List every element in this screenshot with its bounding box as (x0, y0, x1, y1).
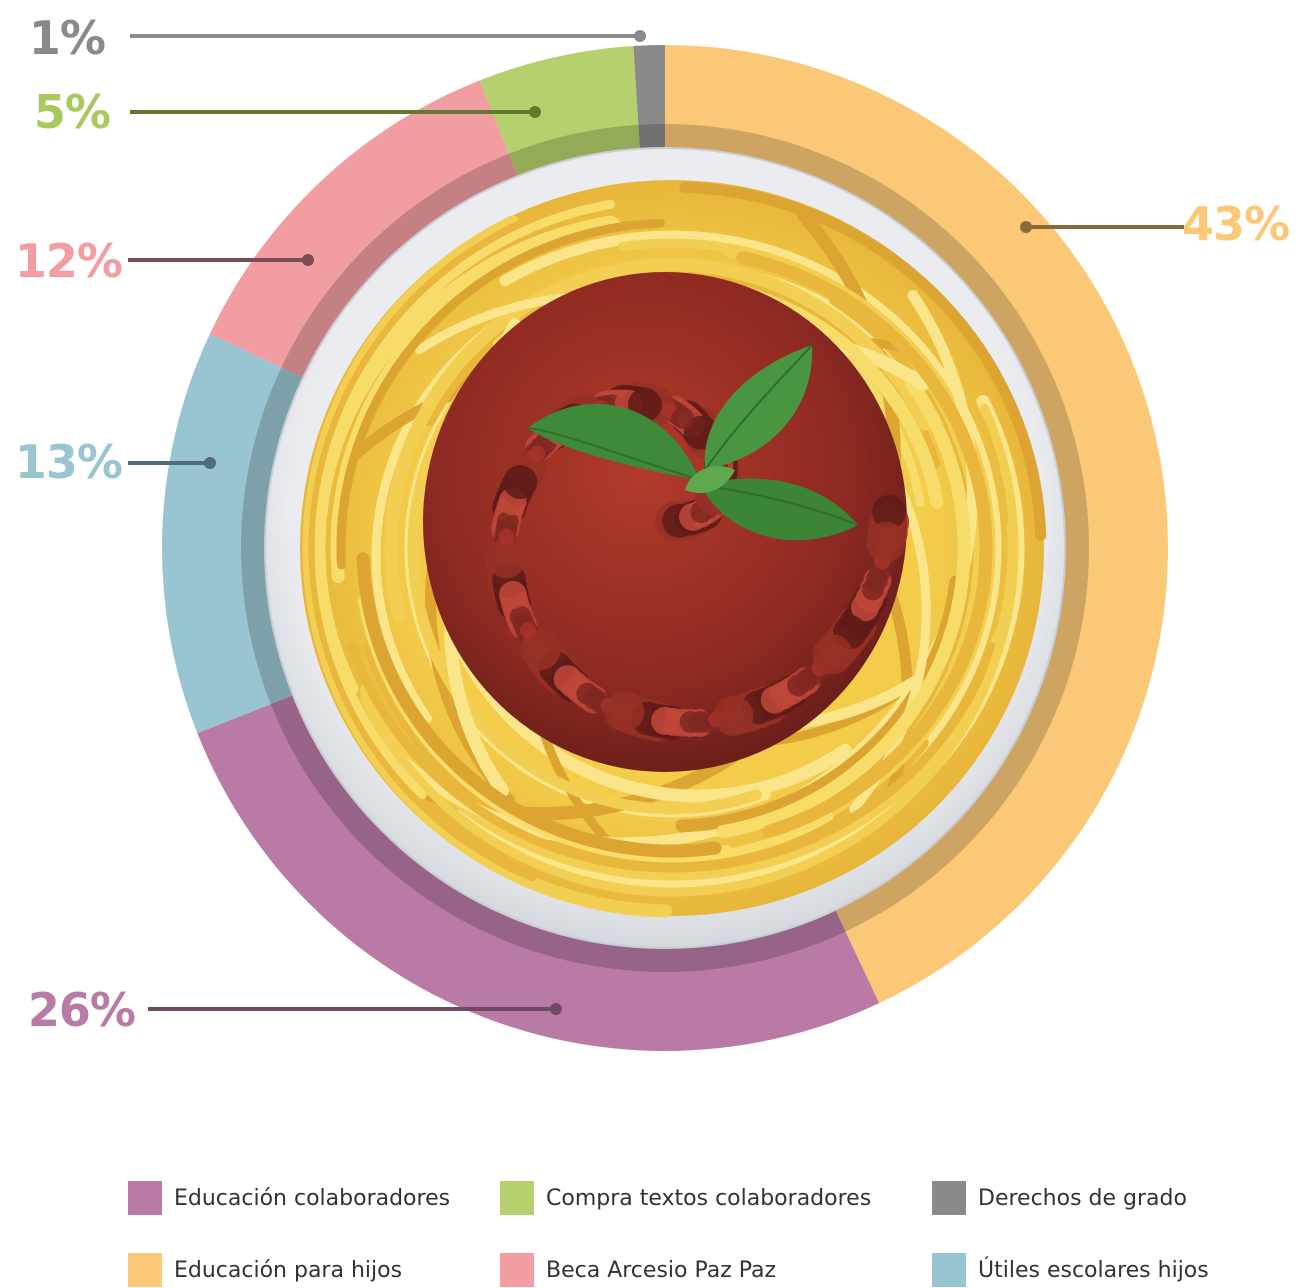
donut-slice-6 (633, 45, 665, 151)
leader-dot (1020, 221, 1032, 233)
legend-label: Derechos de grado (978, 1185, 1187, 1211)
legend-item-utiles-escolares: Útiles escolares hijos (932, 1252, 1209, 1288)
donut-slice-4 (209, 80, 519, 379)
legend-swatch (128, 1253, 162, 1287)
leader-dot (634, 30, 646, 42)
legend-swatch (500, 1253, 534, 1287)
donut-slice-2 (197, 694, 880, 1051)
legend-label: Beca Arcesio Paz Paz (546, 1257, 777, 1283)
legend-item-derechos-de-grado: Derechos de grado (932, 1180, 1187, 1216)
donut-slice-3 (162, 333, 305, 734)
donut-chart: 43% 26% 13% 12% 5% 1% (15, 11, 1290, 1051)
spaghetti-plate-image (264, 147, 1066, 949)
value-labels: 43% 26% 13% 12% 5% 1% (15, 11, 1290, 1037)
value-label: 5% (34, 85, 110, 139)
legend-item-compra-textos: Compra textos colaboradores (500, 1180, 871, 1216)
legend-swatch (128, 1181, 162, 1215)
value-label: 43% (1182, 197, 1289, 251)
legend-label: Compra textos colaboradores (546, 1185, 872, 1211)
leader-lines (128, 30, 1184, 1015)
value-label: 13% (15, 435, 122, 489)
value-label: 1% (29, 11, 105, 65)
legend-swatch (932, 1181, 966, 1215)
donut-slices (162, 45, 1168, 1051)
slice-shadow (241, 367, 309, 705)
legend-item-educacion-colaboradores: Educación colaboradores (128, 1180, 450, 1216)
leader-dot (302, 254, 314, 266)
leader-dot (204, 457, 216, 469)
legend-label: Educación colaboradores (174, 1185, 451, 1211)
legend-item-educacion-para-hijos: Educación para hijos (128, 1252, 402, 1288)
donut-slice-5 (479, 45, 641, 178)
basil-icon (527, 344, 859, 541)
legend: Educación colaboradores Compra textos co… (0, 1160, 1304, 1288)
leader-dot (550, 1003, 562, 1015)
legend-swatch (500, 1181, 534, 1215)
value-label: 12% (15, 234, 122, 288)
donut-slice-1 (665, 45, 1168, 1004)
legend-swatch (932, 1253, 966, 1287)
legend-label: Educación para hijos (174, 1257, 403, 1283)
value-label: 26% (28, 983, 135, 1037)
legend-item-beca-arcesio: Beca Arcesio Paz Paz (500, 1252, 776, 1288)
legend-label: Útiles escolares hijos (978, 1257, 1209, 1283)
leader-dot (529, 106, 541, 118)
